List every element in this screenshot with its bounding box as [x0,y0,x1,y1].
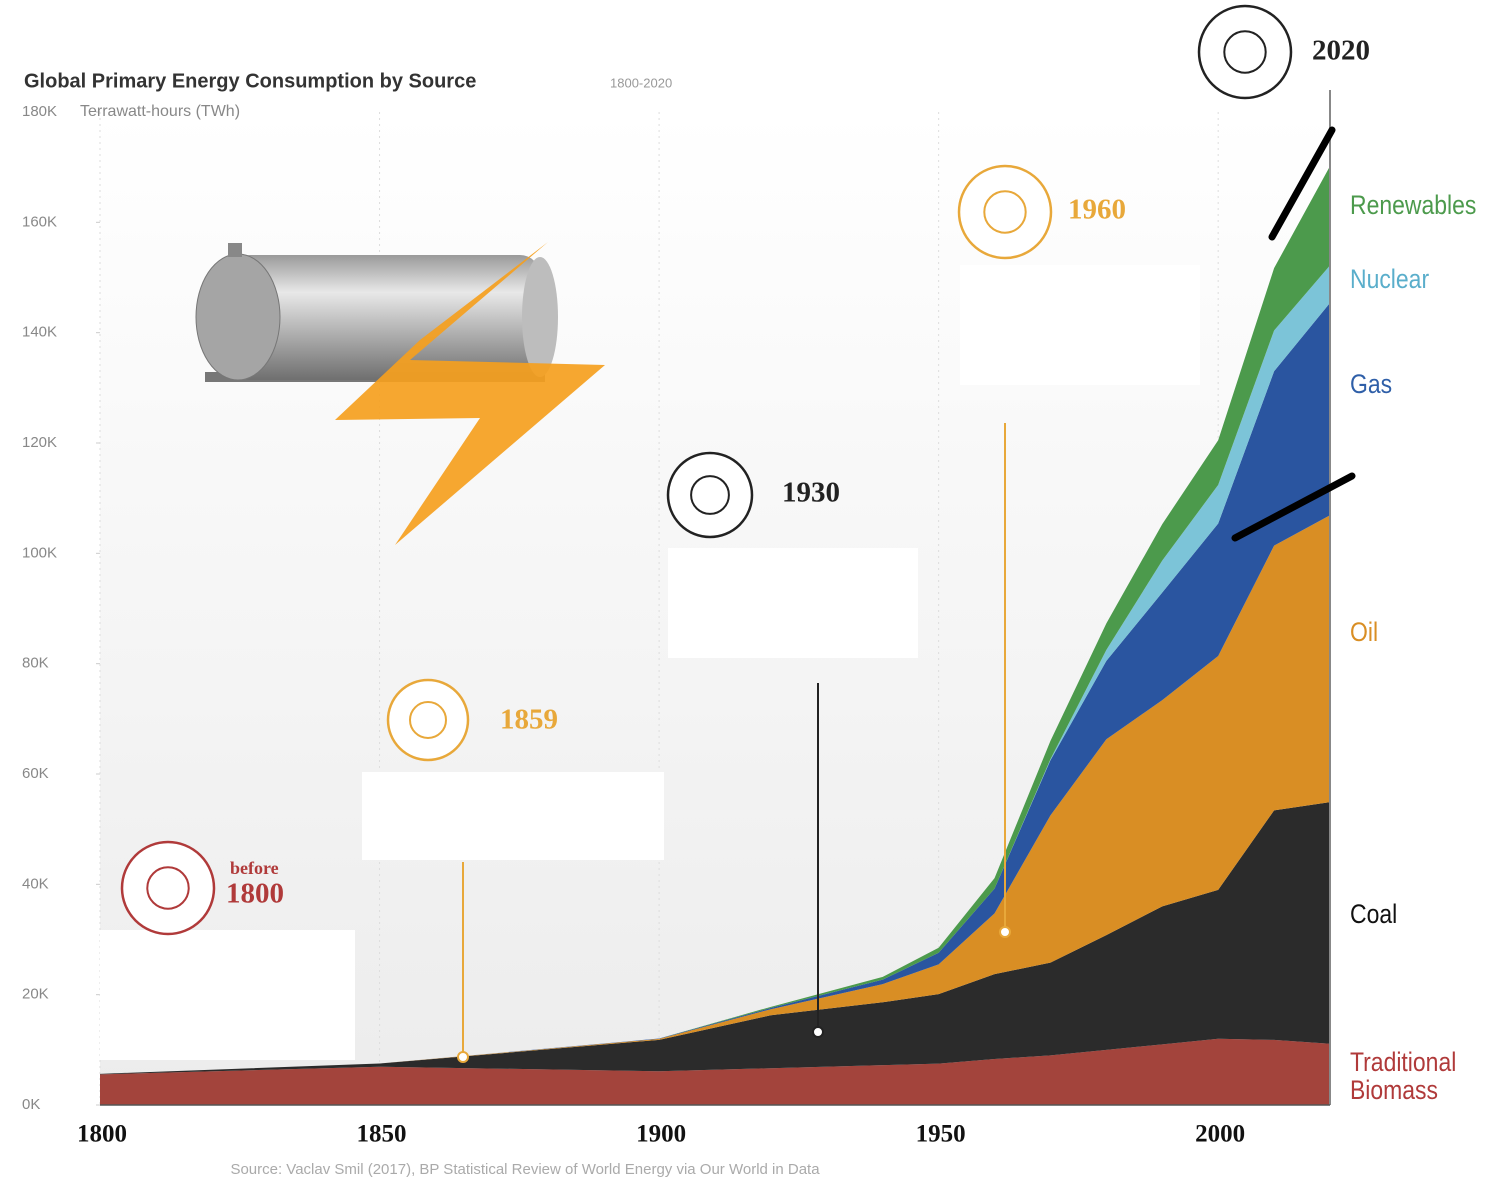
y-tick-label: 100K [22,544,57,561]
series-label: Traditional Biomass [1350,1047,1457,1105]
area [100,1038,1330,1105]
annotation-icon [983,190,1027,234]
annotation-icon [386,678,470,762]
blank-box [960,265,1200,385]
annotation-label: 2020 [1312,35,1370,67]
marker-stroke [1231,472,1356,542]
annotation-icon [120,840,216,936]
chart-subtitle: 1800-2020 [610,75,672,90]
annotation-prefix: before [230,858,279,878]
annotation-label: 1800 [226,878,284,910]
x-tick-label: 2000 [1195,1121,1245,1148]
y-tick-label: 140K [22,324,57,341]
y-tick-label: 120K [22,434,57,451]
marker-stroke [1268,126,1336,241]
y-tick-label: 20K [22,986,49,1003]
annotation-icon [666,451,754,539]
x-tick-label: 1800 [77,1121,127,1148]
annotation-icon [690,475,730,515]
annotation-dot [812,1026,824,1038]
blank-box [668,548,918,658]
y-tick-label: 0K [22,1096,40,1113]
y-tick-label: 40K [22,875,49,892]
annotation-label: 1930 [782,477,840,509]
x-tick-label: 1900 [636,1121,686,1148]
annotation-dot [999,926,1011,938]
x-tick-label: 1850 [357,1121,407,1148]
source: Source: Vaclav Smil (2017), BP Statistic… [230,1161,820,1178]
annotation-icon [409,701,447,739]
annotation-label: 1859 [500,704,558,736]
series-label: Nuclear [1350,264,1430,294]
blank-box [100,930,355,1060]
annotation-icon [957,164,1053,260]
annotation-icon [1223,30,1267,74]
y-tick-label: 180K [22,103,57,120]
y-tick-label: 160K [22,213,57,230]
series-label: Renewables [1350,190,1477,220]
series-label: Oil [1350,617,1379,647]
annotation-label: 1960 [1068,194,1126,226]
y-axis-label: Terrawatt-hours (TWh) [80,103,240,120]
x-tick-label: 1950 [916,1121,966,1148]
blank-box [362,772,664,860]
area [100,515,1330,1074]
series-label: Coal [1350,899,1398,929]
tank-illustration [195,243,558,382]
chart-title: Global Primary Energy Consumption by Sou… [24,70,476,92]
annotation-icon [146,866,190,910]
y-tick-label: 80K [22,655,49,672]
lightning-icon [335,242,605,545]
y-tick-label: 60K [22,765,49,782]
annotation-dot [457,1051,469,1063]
series-label: Gas [1350,369,1393,399]
annotation-icon [1197,4,1293,100]
area [100,802,1330,1075]
